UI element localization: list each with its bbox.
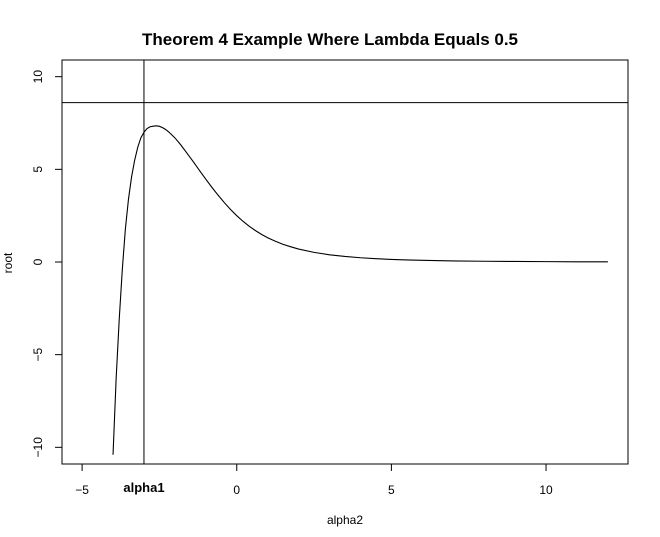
y-tick-label: −5 xyxy=(31,347,45,361)
y-tick-label: 0 xyxy=(31,258,45,265)
x-tick-label: 10 xyxy=(539,483,553,497)
y-tick-label: −10 xyxy=(31,437,45,458)
series-line xyxy=(112,125,608,455)
x-axis: −5 0 5 10 xyxy=(75,463,553,497)
x-tick-label: 5 xyxy=(388,483,395,497)
x-tick-label: 0 xyxy=(233,483,240,497)
reference-line-label: alpha1 xyxy=(123,480,164,495)
chart-title: Theorem 4 Example Where Lambda Equals 0.… xyxy=(142,30,518,49)
reference-lines: alpha1 xyxy=(62,60,628,495)
y-axis-label: root xyxy=(1,252,15,273)
series-layer xyxy=(112,125,608,455)
y-axis: −10 −5 0 5 10 xyxy=(31,70,63,458)
x-tick-label: −5 xyxy=(75,483,89,497)
x-axis-label: alpha2 xyxy=(327,513,363,527)
y-tick-label: 5 xyxy=(31,166,45,173)
y-tick-label: 10 xyxy=(31,70,45,84)
